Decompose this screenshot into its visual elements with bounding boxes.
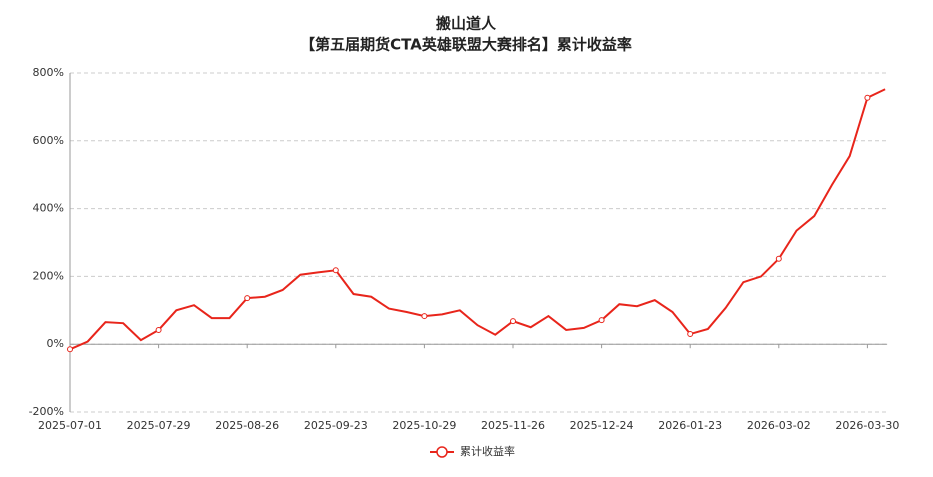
point: [67, 346, 73, 353]
legend-marker: [436, 446, 448, 458]
y-tick-label: 400%: [33, 202, 64, 215]
x-tick-label: 2025-07-01: [38, 419, 102, 432]
point: [510, 318, 516, 325]
point: [155, 326, 162, 333]
x-tick-label: 2025-07-29: [127, 419, 191, 432]
x-tick-label: 2025-12-24: [570, 419, 634, 432]
point: [421, 313, 428, 320]
y-tick-label: -200%: [29, 405, 64, 418]
point: [687, 331, 694, 338]
legend-label: 累计收益率: [460, 444, 515, 458]
x-tick-label: 2026-03-02: [747, 419, 811, 432]
x-tick-label: 2026-01-23: [658, 419, 722, 432]
x-tick-label: 2026-03-30: [835, 419, 899, 432]
point: [332, 267, 339, 274]
x-tick-label: 2025-08-26: [215, 419, 279, 432]
chart-title: 搬山道人: [436, 15, 497, 33]
y-tick-label: 0%: [47, 337, 64, 350]
line: [69, 88, 886, 351]
point: [864, 94, 871, 101]
y-tick-label: 600%: [33, 134, 64, 147]
x-tick-label: 2025-11-26: [481, 419, 545, 432]
point: [598, 317, 605, 324]
y-tick-label: 800%: [33, 66, 64, 79]
point: [244, 295, 251, 302]
point: [775, 255, 782, 262]
y-tick-label: 200%: [33, 269, 64, 282]
chart-subtitle: 【第五届期货CTA英雄联盟大赛排名】累计收益率: [300, 36, 632, 54]
x-tick-label: 2025-10-29: [392, 419, 456, 432]
x-tick-label: 2025-09-23: [304, 419, 368, 432]
